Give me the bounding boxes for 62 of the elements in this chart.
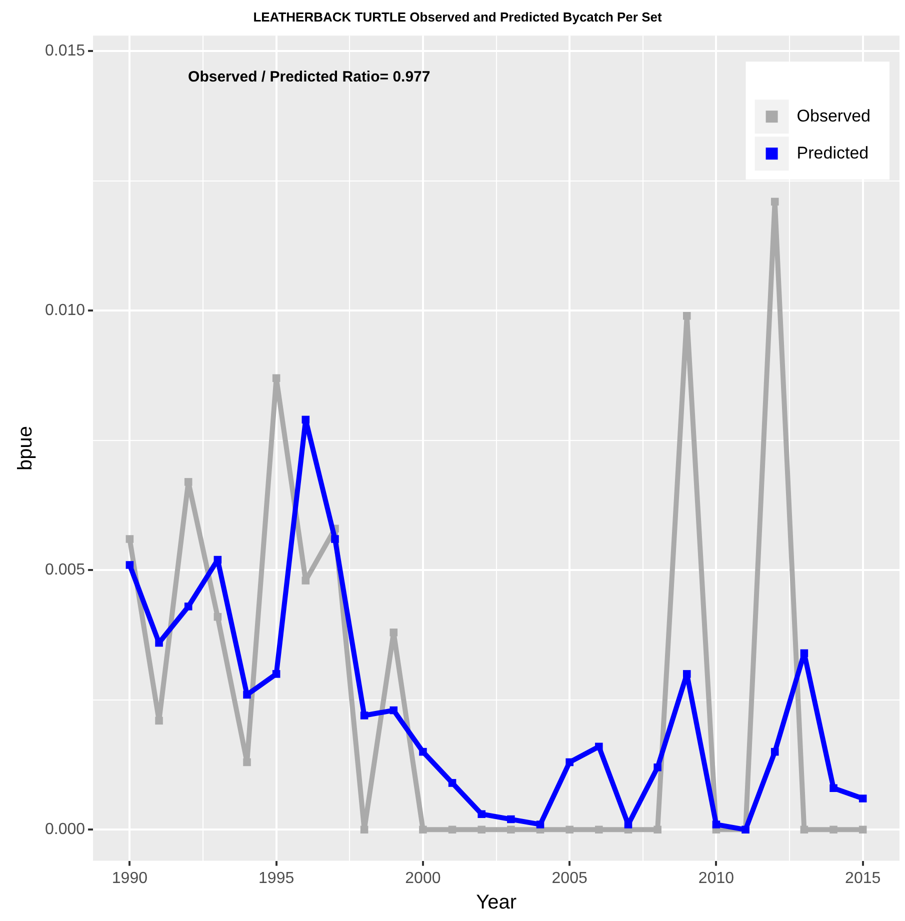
point [566,758,574,766]
point [770,198,779,206]
point [419,826,427,834]
point [272,670,280,678]
y-tick-label: 0.010 [44,302,86,320]
point [800,826,808,834]
point [126,535,134,543]
point [126,561,134,569]
point [595,742,603,751]
x-tick-label: 2015 [845,870,881,887]
point [360,826,368,834]
point [331,535,339,543]
y-tick-label: 0.015 [44,42,86,60]
legend-label: Observed [796,106,870,126]
point [243,690,251,699]
x-tick-label: 2005 [552,870,588,887]
y-tick-label: 0.005 [44,562,86,579]
y-tick-label: 0.000 [44,821,86,838]
point [712,820,720,828]
point [830,784,838,792]
point [858,794,867,802]
point [624,820,632,828]
point [683,670,691,678]
point [536,820,544,828]
point [654,826,662,834]
x-tick-label: 1990 [112,870,148,887]
x-tick-label: 2000 [405,870,441,887]
point [155,716,163,725]
point [360,712,368,720]
point [478,810,486,818]
annotation: Observed / Predicted Ratio= 0.977 [188,68,430,86]
point [184,602,192,610]
point [184,478,192,486]
point [800,649,808,658]
point [478,826,486,834]
point [654,763,662,772]
point [448,779,456,787]
point [272,374,280,382]
point [507,815,515,824]
x-tick-label: 1995 [258,870,294,887]
point [507,826,515,834]
point [419,748,427,756]
point [770,748,779,756]
x-axis-title: Year [476,892,517,914]
point [243,758,251,766]
point [302,576,310,584]
point [214,556,222,564]
point [595,826,603,834]
point [214,612,222,621]
point [302,416,310,424]
y-axis-title: bpue [14,426,37,470]
chart-title: LEATHERBACK TURTLE Observed and Predicted Bycatch Per Set [253,9,662,24]
point [448,826,456,834]
point [566,826,574,834]
point [155,638,163,647]
point [830,826,838,834]
x-tick-label: 2010 [698,870,734,887]
point [390,628,398,636]
legend-label: Predicted [796,143,869,162]
point [390,706,398,714]
point [683,312,691,320]
point [858,826,867,834]
